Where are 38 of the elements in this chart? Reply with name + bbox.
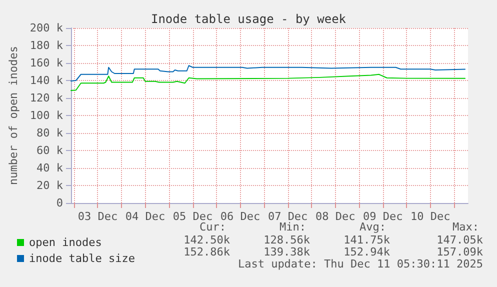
text: Max: bbox=[452, 220, 479, 234]
text: Avg: bbox=[360, 220, 386, 234]
y-tick-label: 0 bbox=[56, 196, 64, 210]
y-tick-label: 100 k bbox=[30, 109, 64, 122]
y-tick-label: 160 k bbox=[30, 56, 64, 70]
x-tick-label: 03 Dec bbox=[78, 210, 118, 223]
x-tick-label: 09 Dec bbox=[362, 210, 403, 223]
y-axis-title: number of open inodes bbox=[7, 46, 20, 186]
line-series bbox=[70, 65, 466, 82]
y-tick-label: 80 k bbox=[36, 126, 64, 140]
text: 139.38k bbox=[264, 246, 310, 258]
legend-label: inode table size bbox=[29, 252, 135, 265]
x-tick-label: 08 Dec bbox=[315, 210, 356, 223]
chart-title: Inode table usage - by week bbox=[150, 12, 347, 26]
y-tick-label: 60 k bbox=[36, 144, 64, 157]
x-tick-label: 07 Dec bbox=[268, 210, 308, 223]
text: 147.05k bbox=[436, 234, 484, 246]
line-series bbox=[70, 74, 466, 91]
y-tick-label: 180 k bbox=[30, 39, 64, 52]
text: Cur: bbox=[200, 220, 226, 234]
text: Min: bbox=[280, 220, 306, 234]
y-tick-label: 200 k bbox=[30, 22, 64, 34]
legend-label: open inodes bbox=[29, 236, 102, 249]
text: 141.75k bbox=[344, 234, 390, 246]
x-tick-label: 10 Dec bbox=[410, 210, 450, 223]
y-tick-label: 120 k bbox=[30, 92, 64, 104]
y-tick-label: 20 k bbox=[36, 179, 64, 192]
text: 128.56k bbox=[264, 234, 310, 246]
x-tick-label: 06 Dec bbox=[220, 210, 260, 223]
text: Last update: Thu Dec 11 05:30:11 2025 bbox=[238, 258, 483, 270]
text: 157.09k bbox=[436, 246, 484, 258]
text: 142.50k bbox=[184, 234, 230, 246]
text: 152.86k bbox=[184, 246, 230, 258]
y-tick-label: 140 k bbox=[30, 74, 64, 87]
x-tick-label: 04 Dec bbox=[125, 210, 166, 223]
y-tick-label: 40 k bbox=[36, 162, 64, 174]
text: 152.94k bbox=[344, 246, 390, 258]
x-tick-label: 05 Dec bbox=[172, 210, 213, 223]
